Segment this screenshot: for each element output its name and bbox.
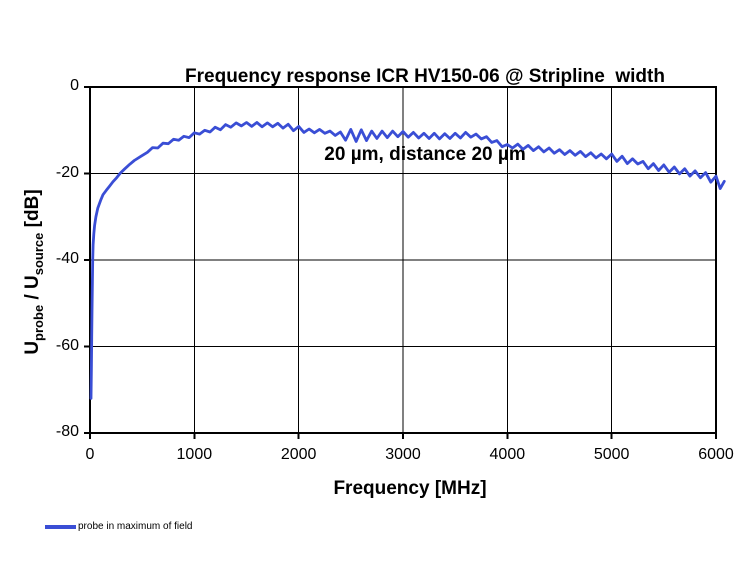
legend: probe in maximum of field <box>45 520 193 534</box>
x-tick-label: 0 <box>85 446 95 463</box>
y-tick-label: -80 <box>55 423 79 440</box>
x-tick-label: 5000 <box>593 446 630 463</box>
x-axis-title: Frequency [MHz] <box>333 478 487 499</box>
legend-label: probe in maximum of field <box>78 521 193 532</box>
y-axis-title-u1: U <box>22 340 43 355</box>
x-tick-label: 2000 <box>280 446 317 463</box>
legend-line-swatch <box>45 525 76 529</box>
y-axis-title-suffix: [dB] <box>22 189 43 233</box>
chart-title-line2: 20 µm, distance 20 µm <box>324 144 526 165</box>
x-tick-label: 4000 <box>489 446 526 463</box>
y-tick-label: 0 <box>70 77 79 94</box>
x-tick-label: 3000 <box>385 446 421 463</box>
y-axis-title-sub1: probe <box>30 304 46 341</box>
chart-title: Frequency response ICR HV150-06 @ Stripl… <box>100 12 750 220</box>
y-tick-label: -20 <box>55 163 79 181</box>
x-tick-label: 6000 <box>698 446 734 463</box>
y-tick-label: -40 <box>55 250 79 267</box>
x-tick-label: 1000 <box>176 446 213 463</box>
frequency-response-curve <box>89 121 726 400</box>
y-axis-title-sub2: source <box>30 232 46 276</box>
chart-title-line1: Frequency response ICR HV150-06 @ Stripl… <box>185 66 665 87</box>
y-tick-label: -60 <box>55 336 79 354</box>
y-axis-title: Uprobe / Usource [dB] <box>20 142 46 402</box>
y-axis-title-mid: / U <box>22 275 43 305</box>
